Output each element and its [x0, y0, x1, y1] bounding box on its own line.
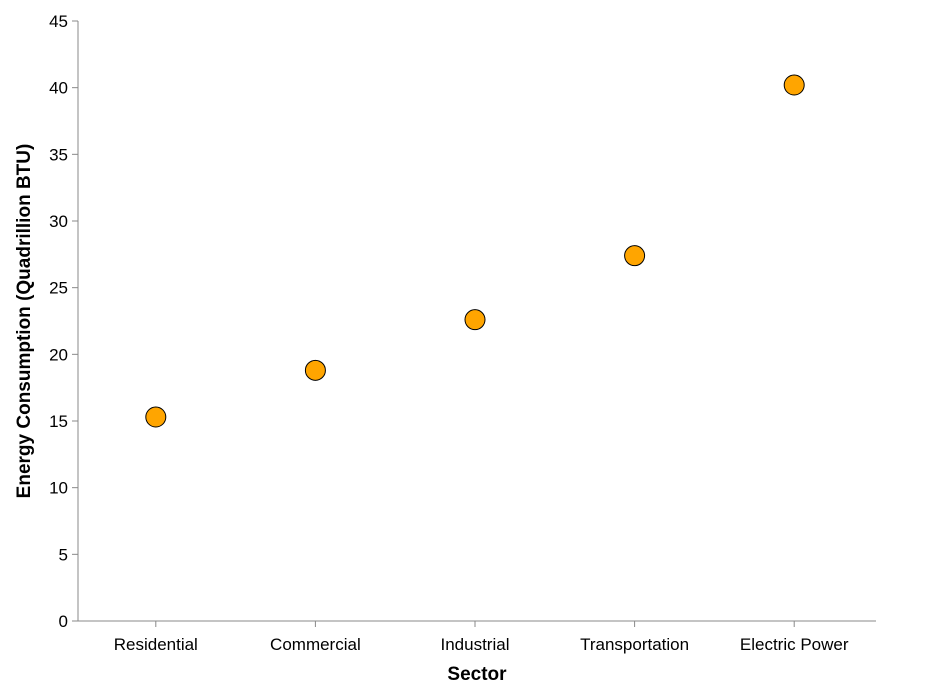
y-tick-label: 45: [49, 12, 68, 31]
x-axis-title: Sector: [447, 664, 507, 685]
y-tick-label: 5: [59, 545, 68, 564]
data-point[interactable]: [624, 245, 646, 267]
x-tick-label: Residential: [114, 635, 198, 654]
data-point[interactable]: [783, 74, 805, 96]
data-points: [145, 74, 805, 428]
x-tick-label: Electric Power: [740, 635, 849, 654]
y-axis-title: Energy Consumption (Quadrillion BTU): [14, 144, 35, 499]
x-tick-label: Industrial: [441, 635, 510, 654]
x-tick-label: Transportation: [580, 635, 689, 654]
x-tick-label: Commercial: [270, 635, 361, 654]
y-tick-label: 0: [59, 612, 68, 631]
y-tick-label: 40: [49, 79, 68, 98]
y-axis: 0 5 10 15 20 25 30 35 40 45: [49, 12, 79, 631]
y-tick-label: 35: [49, 145, 68, 164]
data-point[interactable]: [304, 359, 326, 381]
y-tick-label: 25: [49, 279, 68, 298]
y-tick-label: 10: [49, 479, 68, 498]
data-point[interactable]: [464, 309, 486, 331]
y-tick-label: 15: [49, 412, 68, 431]
data-point[interactable]: [145, 406, 167, 428]
x-axis: Residential Commercial Industrial Transport…: [78, 620, 876, 654]
y-tick-label: 30: [49, 212, 68, 231]
y-tick-label: 20: [49, 345, 68, 364]
